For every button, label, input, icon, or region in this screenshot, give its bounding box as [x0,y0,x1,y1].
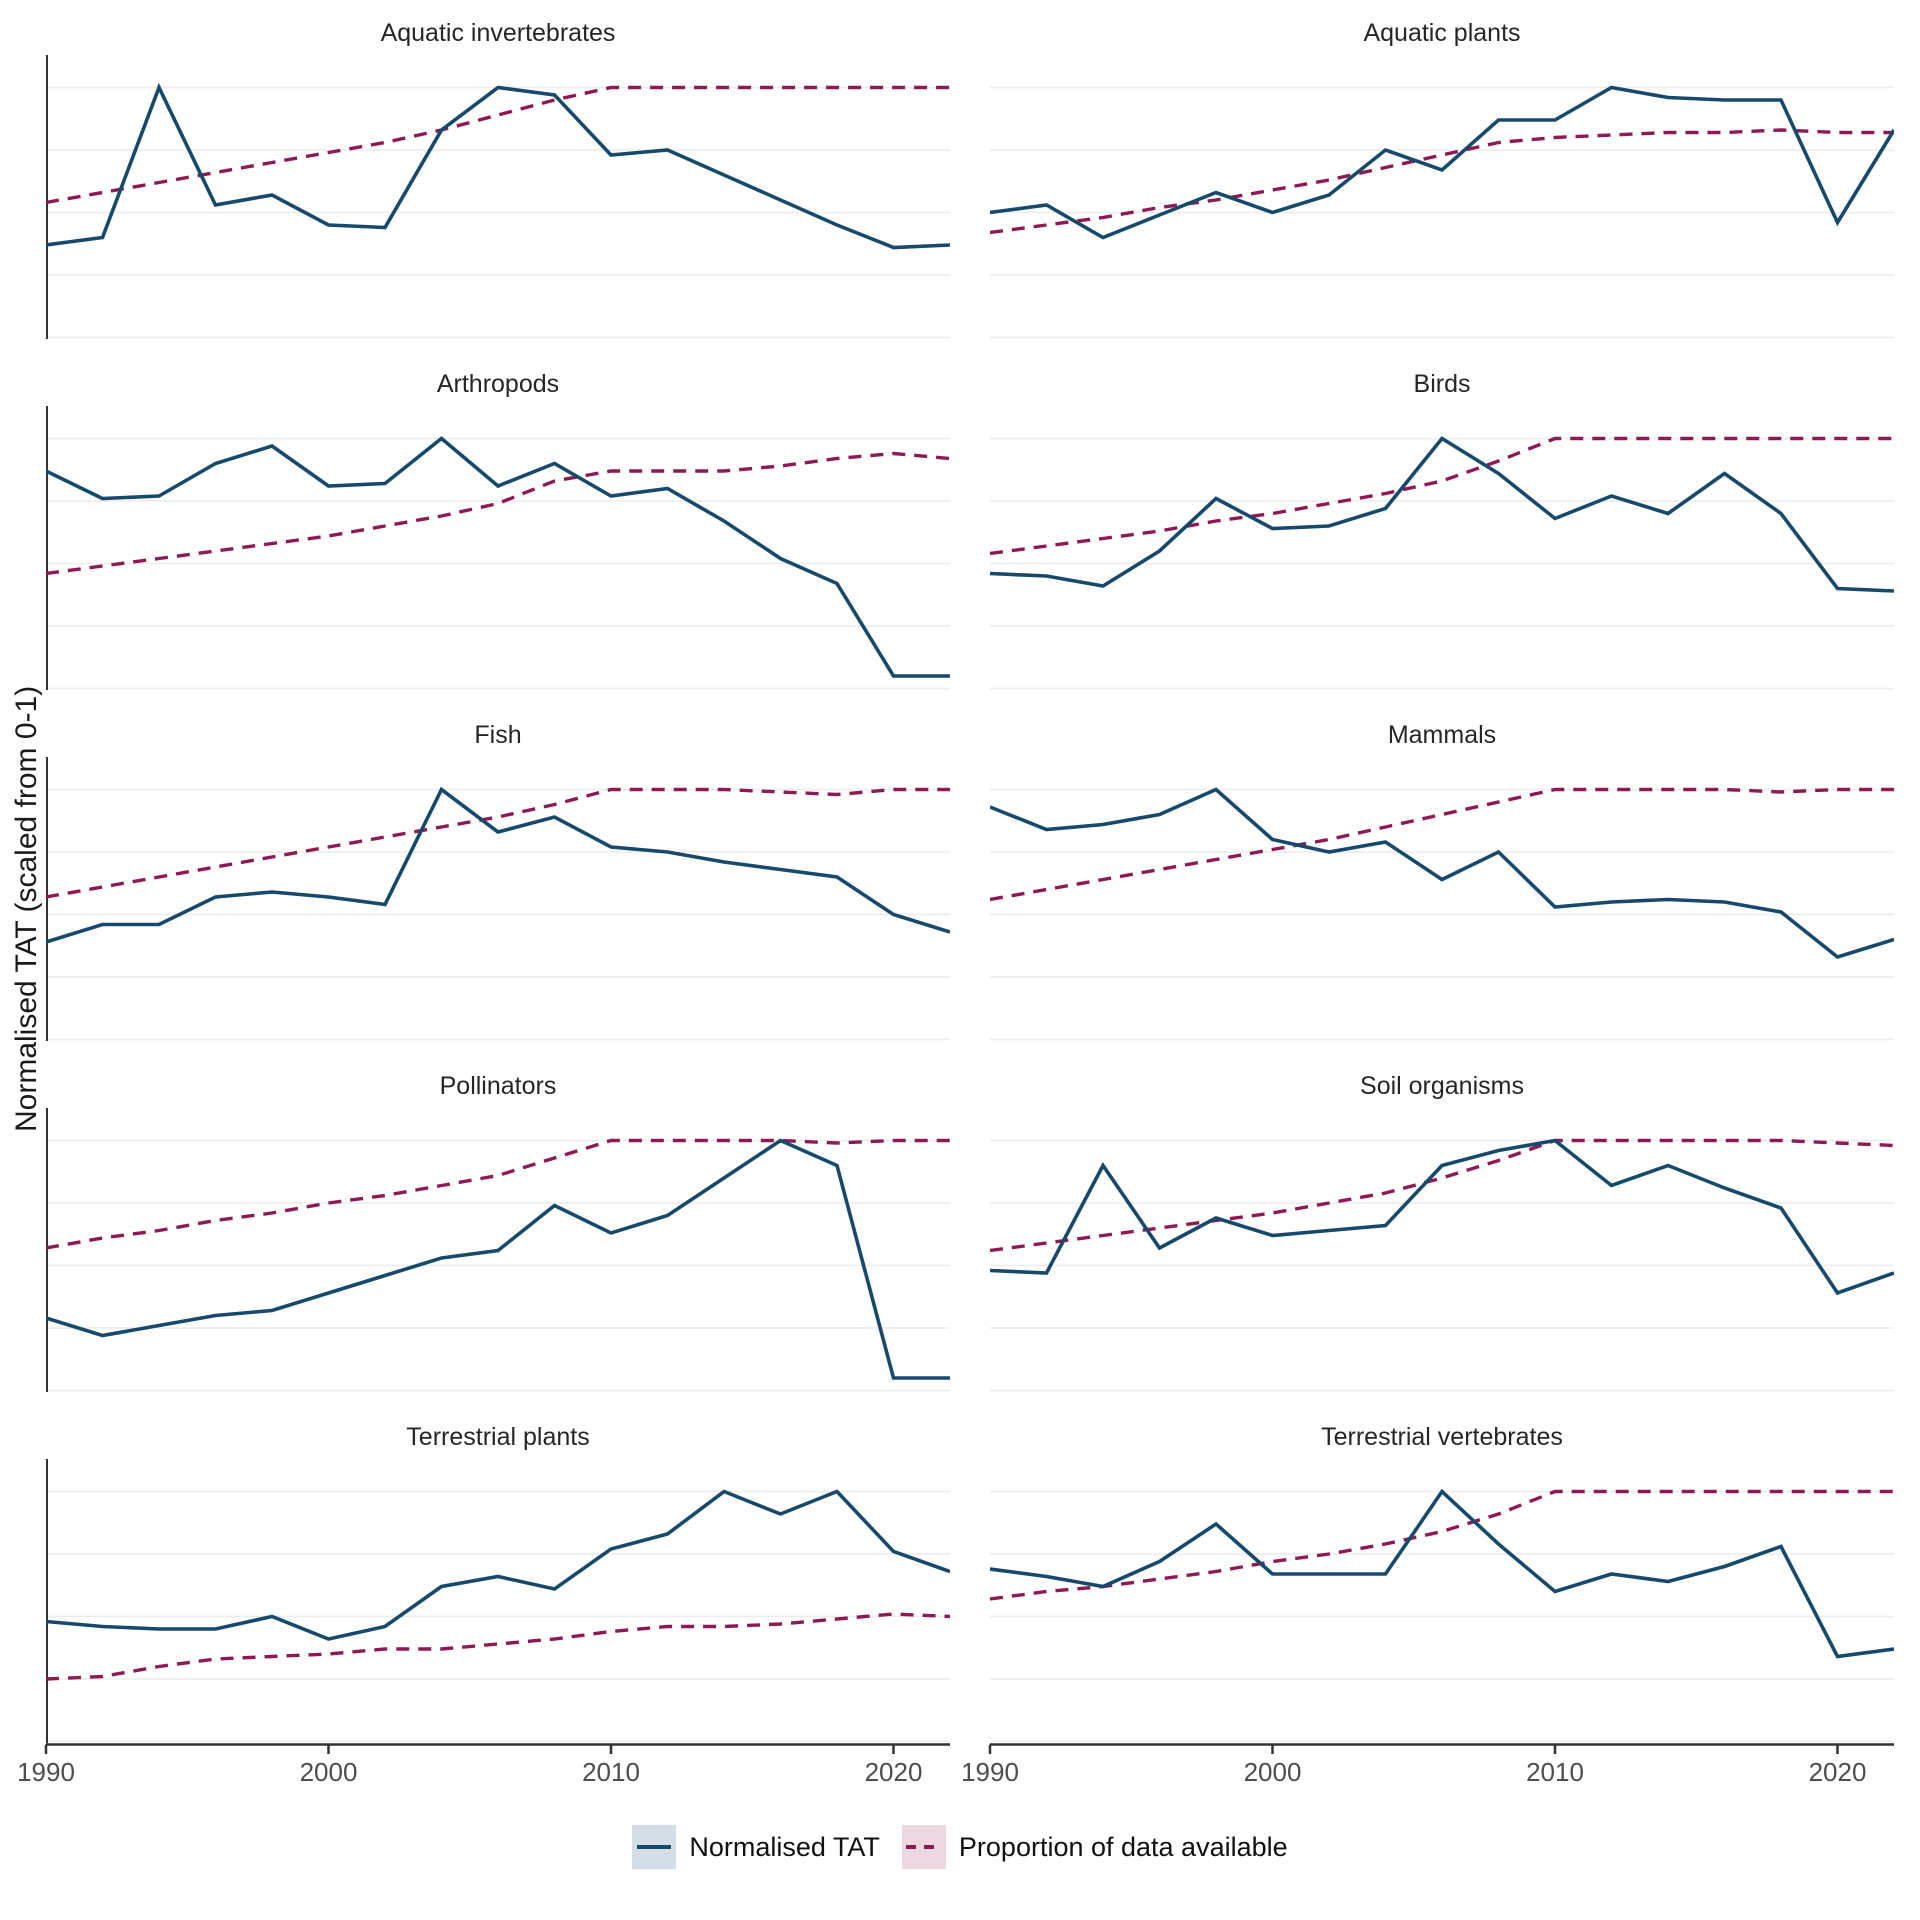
x-tick-label: 2000 [299,1757,358,1787]
panel-title: Soil organisms [1360,1072,1524,1100]
panel-plot-soil-organisms [990,1138,1894,1392]
panel-title: Aquatic invertebrates [380,19,616,47]
panel-plot-fish [46,757,950,1041]
panel-plot-pollinators [46,1108,950,1392]
panel-title: Mammals [1387,721,1497,749]
panel-plot-mammals [990,787,1894,1041]
legend: Normalised TAT Proportion of data availa… [0,1825,1920,1869]
panel-plot-arthropods [46,406,950,690]
x-axis: 1990 2000 2010 2020 1990 2000 2010 2020 [0,1743,1920,1798]
panel-soil-organisms: Soil organisms [990,1053,1894,1392]
x-tick-label: 2020 [864,1757,923,1787]
y-axis-title: Normalised TAT (scaled from 0-1) [10,685,43,1132]
x-tick-label: 2000 [1243,1757,1302,1787]
panel-terrestrial-vertebrates: Terrestrial vertebrates [990,1404,1894,1743]
panel-title: Fish [474,721,522,749]
legend-label: Proportion of data available [958,1831,1288,1862]
panel-title: Arthropods [436,370,560,398]
dashed-line-key-icon [901,1825,946,1869]
panel-pollinators: Pollinators [46,1053,950,1392]
panel-plot-terrestrial-vertebrates [990,1488,1894,1743]
panel-aquatic-invertebrates: Aquatic invertebrates [46,0,950,339]
x-tick-label: 2010 [1526,1757,1584,1787]
panel-aquatic-plants: Aquatic plants [990,0,1894,339]
panels-grid: Aquatic invertebrates Aquatic plants Art… [46,0,1894,1743]
legend-label: Normalised TAT [689,1831,880,1862]
panel-plot-terrestrial-plants [46,1459,950,1743]
panel-plot-birds [990,436,1894,690]
panel-fish: Fish [46,702,950,1041]
x-tick-label: 2020 [1808,1757,1867,1787]
panel-title: Terrestrial plants [406,1423,590,1451]
legend-item-normalised-tat: Normalised TAT [632,1825,880,1869]
panel-terrestrial-plants: Terrestrial plants [46,1404,950,1743]
panel-birds: Birds [990,351,1894,690]
panel-title: Birds [1413,370,1471,398]
panel-mammals: Mammals [990,702,1894,1041]
panel-arthropods: Arthropods [46,351,950,690]
panel-title: Aquatic plants [1363,19,1521,47]
panel-plot-aquatic-invertebrates [46,55,950,339]
x-tick-label: 1990 [17,1757,75,1787]
solid-line-key-icon [632,1825,677,1869]
x-axis-lines [44,1743,1894,1754]
legend-item-proportion-of-data-available: Proportion of data available [901,1825,1288,1869]
panel-title: Terrestrial vertebrates [1321,1423,1563,1451]
x-tick-label: 1990 [961,1757,1019,1787]
panel-title: Pollinators [439,1072,557,1100]
panel-plot-aquatic-plants [990,85,1894,339]
x-tick-label: 2010 [582,1757,640,1787]
